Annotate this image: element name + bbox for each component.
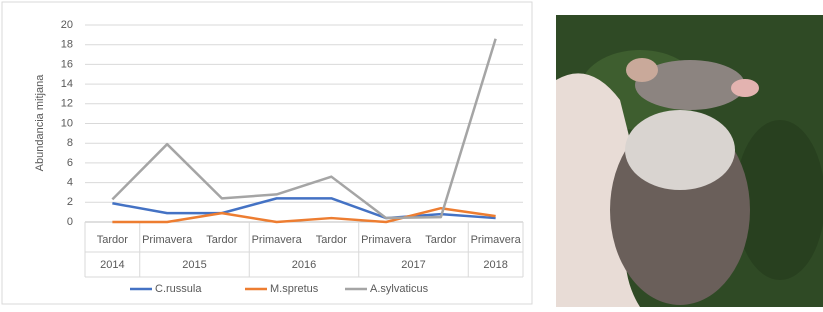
y-tick-label: 6 — [67, 157, 73, 169]
screenshot: Abundancia mitjana 0 2 4 6 8 10 12 14 16 18 20 Tard… — [0, 0, 823, 307]
y-tick-label: 20 — [61, 19, 73, 31]
x-tick-label: Tardor — [206, 234, 238, 246]
y-tick-label: 0 — [67, 216, 73, 228]
x-tick-label: Primavera — [361, 234, 412, 246]
x-tick-label: Tardor — [97, 234, 129, 246]
y-tick-label: 2 — [67, 196, 73, 208]
y-tick-label: 8 — [67, 137, 73, 149]
legend-label: C.russula — [155, 283, 202, 295]
x-tick-label: Tardor — [316, 234, 348, 246]
photo — [556, 15, 823, 307]
legend-label: A.sylvaticus — [370, 283, 429, 295]
animal-snout — [731, 79, 759, 97]
animal-ear — [626, 58, 658, 82]
y-tick-label: 18 — [61, 39, 73, 51]
y-tick-label: 4 — [67, 177, 73, 189]
page: Abundancia mitjana 0 2 4 6 8 10 12 14 16 18 20 Tard… — [0, 0, 823, 307]
x-group-label: 2015 — [182, 259, 206, 271]
y-tick-label: 16 — [61, 58, 73, 70]
y-tick-label: 10 — [61, 117, 73, 129]
x-group-label: 2017 — [401, 259, 425, 271]
x-tick-label: Primavera — [471, 234, 522, 246]
y-axis-label: Abundancia mitjana — [34, 74, 46, 172]
x-group-label: 2018 — [483, 259, 507, 271]
legend-label: M.spretus — [270, 283, 319, 295]
x-group-label: 2014 — [100, 259, 124, 271]
x-tick-label: Primavera — [142, 234, 193, 246]
x-tick-label: Tardor — [425, 234, 457, 246]
y-tick-label: 12 — [61, 98, 73, 110]
animal-belly — [625, 110, 735, 190]
x-tick-label: Primavera — [252, 234, 303, 246]
chart-frame — [2, 2, 532, 304]
x-group-label: 2016 — [292, 259, 316, 271]
y-tick-label: 14 — [61, 78, 73, 90]
